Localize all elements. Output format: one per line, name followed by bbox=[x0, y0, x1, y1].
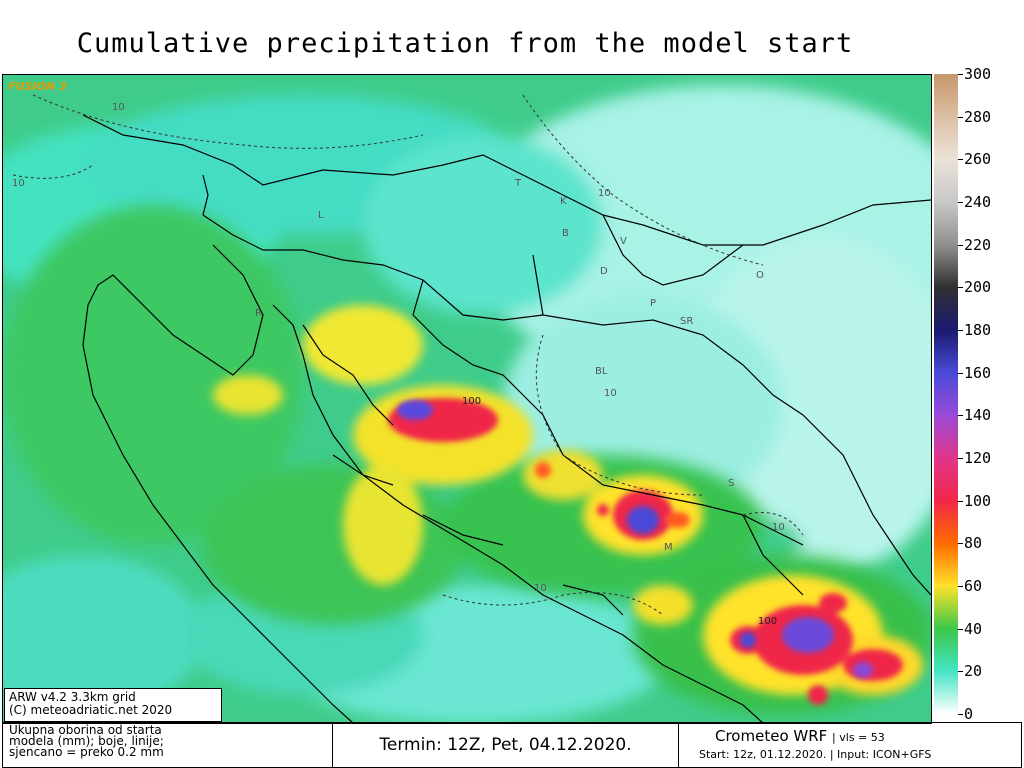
legend-line: Ukupna oborina od starta bbox=[9, 723, 162, 737]
colorbar-tick bbox=[958, 458, 963, 459]
map-canvas bbox=[3, 75, 931, 723]
colorbar-tick bbox=[958, 287, 963, 289]
contour-label: 10 bbox=[112, 102, 125, 113]
legend-line: sjencano = preko 0.2 mm bbox=[9, 745, 164, 759]
place-label: R bbox=[255, 308, 262, 319]
footer-panel: Ukupna oborina od starta modela (mm); bo… bbox=[2, 722, 1022, 768]
colorbar-tick-label: 300 bbox=[964, 65, 992, 83]
contour-label: 10 bbox=[12, 178, 25, 189]
precipitation-colorbar bbox=[934, 74, 958, 714]
country-borders bbox=[82, 114, 931, 596]
place-label: K bbox=[560, 196, 567, 207]
fusion-watermark: FUSION 3 bbox=[8, 80, 67, 93]
legend-line: modela (mm); boje, linije; bbox=[9, 734, 164, 748]
model-info: Crometeo WRF | vls = 53 Start: 12z, 01.1… bbox=[679, 723, 1021, 767]
place-label: O bbox=[756, 270, 764, 281]
colorbar-tick bbox=[958, 74, 963, 75]
place-label: BL bbox=[595, 366, 608, 377]
model-input: | Input: ICON+GFS bbox=[829, 748, 932, 761]
colorbar-tick-label: 220 bbox=[964, 235, 992, 254]
contour-label: 100 bbox=[758, 616, 778, 627]
place-label: V bbox=[620, 236, 627, 247]
colorbar-tick bbox=[958, 159, 963, 161]
coastline bbox=[82, 244, 764, 723]
colorbar-tick-label: 0 bbox=[964, 705, 974, 723]
place-label: B bbox=[562, 228, 569, 239]
contour-label: 10 bbox=[598, 188, 611, 199]
model-name: Crometeo WRF bbox=[715, 727, 828, 745]
credit-box: ARW v4.2 3.3km grid (C) meteoadriatic.ne… bbox=[4, 688, 222, 722]
colorbar-tick bbox=[958, 415, 963, 417]
colorbar-tick-label: 20 bbox=[964, 662, 983, 681]
colorbar-tick bbox=[958, 543, 963, 545]
contour-label: 10 bbox=[604, 388, 617, 399]
place-label: D bbox=[600, 266, 608, 277]
forecast-time: Termin: 12Z, Pet, 04.12.2020. bbox=[333, 723, 679, 767]
colorbar-tick bbox=[958, 244, 963, 246]
colorbar-tick bbox=[958, 116, 963, 118]
credit-line: ARW v4.2 3.3km grid bbox=[9, 690, 136, 704]
colorbar-tick bbox=[958, 628, 963, 630]
model-start: Start: 12z, 01.12.2020. bbox=[699, 748, 827, 761]
colorbar-tick-label: 140 bbox=[964, 406, 992, 425]
place-label: M bbox=[664, 542, 673, 553]
contour-label: 100 bbox=[462, 396, 482, 407]
colorbar-tick-label: 280 bbox=[964, 107, 992, 126]
colorbar-tick bbox=[958, 671, 963, 673]
colorbar-tick bbox=[958, 500, 963, 502]
place-label: SR bbox=[680, 316, 694, 327]
credit-line: (C) meteoadriatic.net 2020 bbox=[9, 703, 173, 717]
legend-description: Ukupna oborina od starta modela (mm); bo… bbox=[3, 723, 333, 767]
colorbar-tick-label: 100 bbox=[964, 491, 992, 510]
colorbar-tick-label: 200 bbox=[964, 278, 992, 297]
extreme-precip-cores bbox=[397, 400, 873, 678]
colorbar-tick bbox=[958, 372, 963, 374]
place-label: P bbox=[650, 298, 657, 309]
colorbar-tick bbox=[958, 202, 963, 203]
colorbar-tick-label: 160 bbox=[964, 363, 992, 382]
colorbar-tick-label: 60 bbox=[964, 577, 983, 595]
place-label: S bbox=[728, 478, 735, 489]
place-label: T bbox=[515, 178, 522, 189]
colorbar-tick-label: 260 bbox=[964, 150, 992, 169]
colorbar-tick-label: 180 bbox=[964, 321, 992, 339]
contour-label: 10 bbox=[534, 583, 547, 594]
colorbar-tick bbox=[958, 714, 963, 715]
colorbar-tick-label: 40 bbox=[964, 619, 983, 638]
contour-label: 10 bbox=[772, 522, 785, 533]
place-label: L bbox=[318, 210, 324, 221]
colorbar-tick-label: 80 bbox=[964, 534, 983, 553]
colorbar-tick bbox=[958, 330, 963, 331]
colorbar-tick-label: 240 bbox=[964, 193, 992, 211]
vls-value: | vls = 53 bbox=[832, 731, 885, 744]
colorbar-tick-label: 120 bbox=[964, 449, 992, 467]
colorbar-tick bbox=[958, 586, 963, 587]
precipitation-map[interactable] bbox=[2, 74, 932, 724]
contours-10mm bbox=[12, 94, 804, 616]
map-title: Cumulative precipitation from the model … bbox=[76, 28, 854, 59]
